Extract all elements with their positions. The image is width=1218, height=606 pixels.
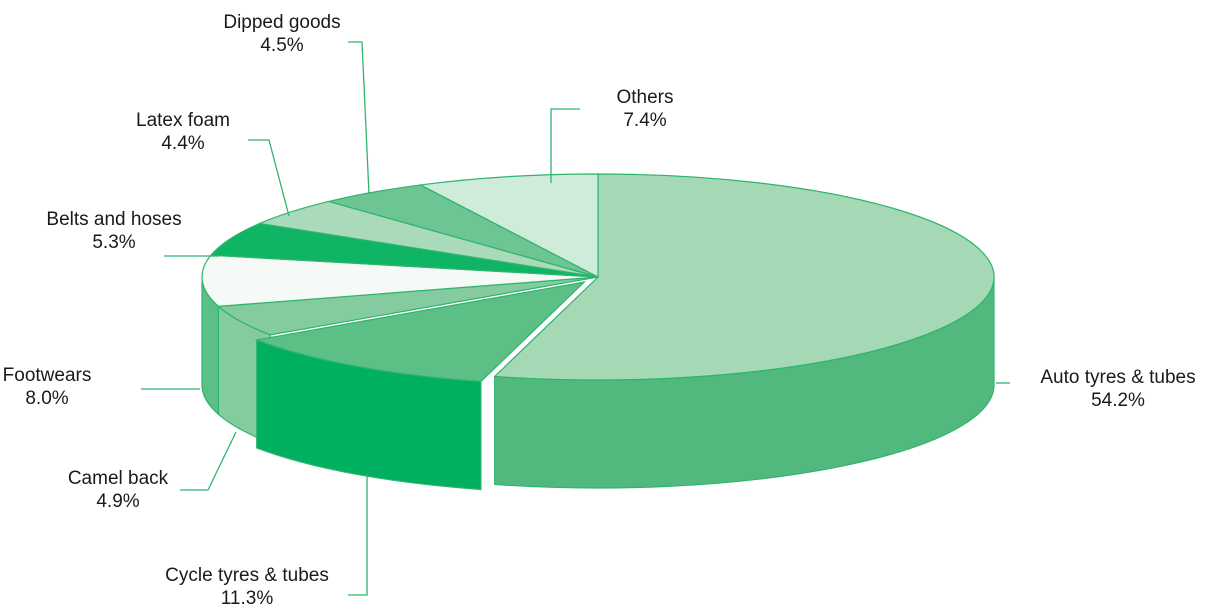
slice-name: Cycle tyres & tubes bbox=[165, 565, 329, 586]
slice-value: 4.9% bbox=[96, 491, 139, 512]
slice-name: Dipped goods bbox=[223, 12, 340, 33]
slice-value: 4.4% bbox=[161, 133, 204, 154]
slice-name: Latex foam bbox=[136, 110, 230, 131]
slice-name: Belts and hoses bbox=[46, 209, 181, 230]
slice-value: 11.3% bbox=[221, 588, 274, 606]
pie-slice-cycle-tyres-and-tubes bbox=[254, 281, 587, 383]
slice-value: 5.3% bbox=[92, 232, 135, 253]
slice-name: Camel back bbox=[68, 468, 169, 489]
leader-line-dipped-goods bbox=[348, 41, 370, 195]
slice-value: 4.5% bbox=[260, 35, 303, 56]
slice-name: Footwears bbox=[3, 365, 92, 386]
leader-line-latex-foam bbox=[248, 139, 290, 217]
slice-label-auto-tyres-and-tubes: Auto tyres & tubes 54.2% bbox=[1040, 367, 1195, 411]
leader-line-camel-back bbox=[180, 431, 237, 491]
slice-label-others: Others 7.4% bbox=[616, 87, 673, 131]
slice-label-dipped-goods: Dipped goods 4.5% bbox=[223, 12, 340, 56]
leader-lines bbox=[141, 41, 1010, 596]
slice-label-camel-back: Camel back 4.9% bbox=[68, 468, 169, 512]
leader-line-cycle-tyres-and-tubes bbox=[348, 474, 368, 596]
slice-label-belts-and-hoses: Belts and hoses 5.3% bbox=[46, 209, 181, 253]
slice-label-cycle-tyres-and-tubes: Cycle tyres & tubes 11.3% bbox=[165, 565, 329, 606]
slice-name: Auto tyres & tubes bbox=[1040, 367, 1195, 388]
pie-slice-auto-tyres-and-tubes bbox=[493, 173, 995, 381]
pie-slice-others bbox=[418, 173, 599, 278]
pie-tops bbox=[201, 173, 995, 383]
pie-slice-footwears bbox=[201, 254, 599, 307]
slice-value: 8.0% bbox=[25, 388, 68, 409]
leader-line-others bbox=[550, 108, 580, 183]
slice-name: Others bbox=[616, 87, 673, 108]
slice-labels: Auto tyres & tubes 54.2% Cycle tyres & tub… bbox=[3, 12, 1196, 606]
slice-value: 54.2% bbox=[1091, 390, 1145, 411]
slice-label-latex-foam: Latex foam 4.4% bbox=[136, 110, 230, 154]
slice-label-footwears: Footwears 8.0% bbox=[3, 365, 92, 409]
slice-value: 7.4% bbox=[623, 110, 666, 131]
